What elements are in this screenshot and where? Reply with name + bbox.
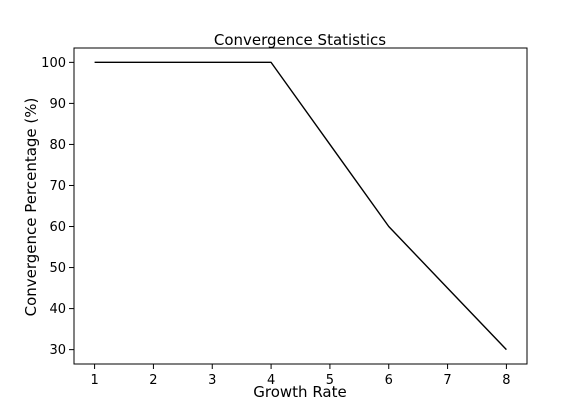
plot-area: 1 2 3 4 5 6 7 8 30 40 50 60 70 80 90 100 xyxy=(41,47,528,388)
y-tick-label: 70 xyxy=(49,179,66,194)
y-tick-label: 100 xyxy=(41,56,66,71)
y-tick-label: 50 xyxy=(49,261,66,276)
y-tick-label: 60 xyxy=(49,220,66,235)
x-axis-label: Growth Rate xyxy=(253,383,346,401)
y-tick-label: 90 xyxy=(49,97,66,112)
x-tick-label: 7 xyxy=(443,373,451,388)
y-tick-label: 30 xyxy=(49,343,66,358)
x-tick-label: 4 xyxy=(267,373,275,388)
x-tick-label: 5 xyxy=(326,373,334,388)
y-tick-label: 40 xyxy=(49,302,66,317)
x-tick-label: 3 xyxy=(208,373,216,388)
x-tick-label: 8 xyxy=(502,373,510,388)
y-tick-label: 80 xyxy=(49,138,66,153)
x-tick-label: 1 xyxy=(90,373,98,388)
chart-title: Convergence Statistics xyxy=(214,31,386,49)
series-line xyxy=(94,61,507,351)
plot-frame xyxy=(73,47,528,365)
y-axis-label: Convergence Percentage (%) xyxy=(22,98,40,317)
x-tick-label: 2 xyxy=(149,373,157,388)
x-tick-label: 6 xyxy=(385,373,393,388)
